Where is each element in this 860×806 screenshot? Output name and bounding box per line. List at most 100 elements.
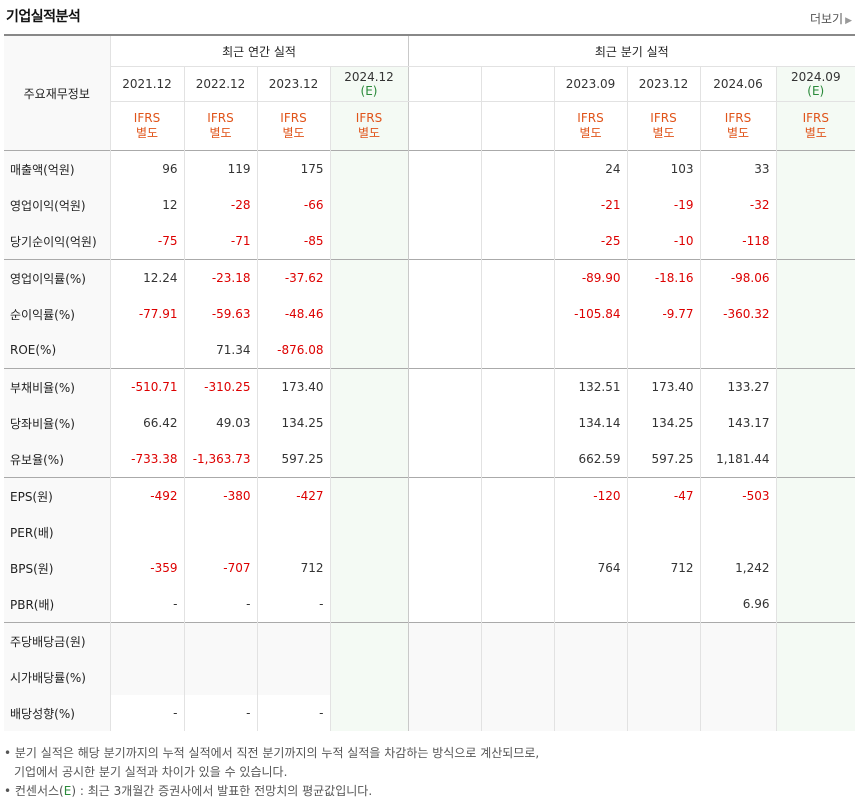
table-cell	[407, 477, 481, 514]
ifrs-label: IFRS	[280, 111, 307, 125]
table-cell: -1,363.73	[183, 441, 257, 478]
table-cell: 71.34	[183, 332, 257, 369]
table-cell: -310.25	[183, 368, 257, 405]
table-cell	[775, 223, 856, 260]
ifrs-header: IFRS 별도	[553, 101, 627, 151]
estimate-mark: (E)	[360, 84, 378, 98]
more-label: 더보기	[809, 12, 844, 26]
period-header: 2024.12 (E)	[329, 66, 408, 102]
table-cell: -75	[109, 223, 184, 260]
table-cell	[407, 296, 481, 332]
period-header: 2022.12	[183, 66, 257, 102]
table-cell	[626, 514, 700, 550]
row-label: ROE(%)	[4, 332, 110, 369]
table-cell: -	[256, 695, 330, 731]
row-label: EPS(원)	[4, 477, 110, 514]
table-cell	[329, 622, 408, 659]
table-cell	[407, 223, 481, 260]
table-cell	[775, 586, 856, 623]
table-cell: -47	[626, 477, 700, 514]
table-cell	[480, 622, 554, 659]
table-cell	[407, 441, 481, 478]
separate-label: 별도	[652, 126, 675, 140]
table-cell	[256, 514, 330, 550]
corner-label: 주요재무정보	[4, 34, 110, 151]
table-cell: 712	[626, 550, 700, 586]
table-cell: 597.25	[256, 441, 330, 478]
table-cell	[256, 622, 330, 659]
table-cell: -19	[626, 187, 700, 223]
financial-table: 주요재무정보 최근 연간 실적 최근 분기 실적 2021.12 2022.12 2…	[4, 34, 856, 731]
footnote-3: • 컨센서스(E) : 최근 3개월간 증권사에서 발표한 전망치의 평균값입니…	[4, 782, 539, 801]
period-header	[480, 66, 554, 102]
separate-label: 별도	[726, 126, 750, 140]
table-cell: 173.40	[256, 368, 330, 405]
table-row: 유보율(%) -733.38 -1,363.73 597.25 662.59 597.25…	[4, 441, 856, 478]
row-label: 유보율(%)	[4, 441, 110, 478]
table-cell: -59.63	[183, 296, 257, 332]
table-cell	[480, 695, 554, 731]
table-row: 당좌비율(%) 66.42 49.03 134.25 134.14 134.25 143.1…	[4, 405, 856, 441]
table-cell: -876.08	[256, 332, 330, 369]
table-cell: 24	[553, 150, 627, 187]
table-cell	[407, 514, 481, 550]
table-cell	[626, 586, 700, 623]
table-cell: -98.06	[699, 259, 776, 296]
row-label: 배당성향(%)	[4, 695, 110, 731]
table-cell: 597.25	[626, 441, 700, 478]
table-cell	[775, 659, 856, 695]
table-cell: -28	[183, 187, 257, 223]
table-cell	[626, 332, 700, 369]
table-cell	[775, 332, 856, 369]
table-cell	[626, 659, 700, 695]
period-header: 2021.12	[109, 66, 184, 102]
chevron-right-icon: ▶	[845, 16, 852, 26]
row-label: 시가배당률(%)	[4, 659, 110, 695]
period-header: 2023.09	[553, 66, 627, 102]
table-cell: -25	[553, 223, 627, 260]
period-header: 2024.09 (E)	[775, 66, 856, 102]
table-cell	[109, 514, 184, 550]
table-cell	[480, 477, 554, 514]
table-cell: -360.32	[699, 296, 776, 332]
table-cell: -492	[109, 477, 184, 514]
table-cell	[775, 296, 856, 332]
table-cell	[480, 405, 554, 441]
table-cell	[329, 259, 408, 296]
table-cell	[480, 187, 554, 223]
table-cell: 712	[256, 550, 330, 586]
table-cell	[775, 622, 856, 659]
table-cell	[183, 514, 257, 550]
table-row: 주당배당금(원)	[4, 622, 856, 659]
table-cell	[480, 223, 554, 260]
table-cell	[480, 368, 554, 405]
more-link[interactable]: 더보기 ▶	[810, 10, 852, 27]
table-cell: -118	[699, 223, 776, 260]
separate-label: 별도	[135, 126, 159, 140]
table-cell: -48.46	[256, 296, 330, 332]
ifrs-header: IFRS 별도	[775, 101, 856, 151]
table-cell: -32	[699, 187, 776, 223]
table-cell: 33	[699, 150, 776, 187]
table-cell	[329, 405, 408, 441]
table-cell	[329, 441, 408, 478]
separate-label: 별도	[579, 126, 602, 140]
table-cell	[407, 150, 481, 187]
table-cell	[183, 659, 257, 695]
table-cell: -510.71	[109, 368, 184, 405]
ifrs-label: IFRS	[577, 111, 604, 125]
table-cell	[407, 187, 481, 223]
table-cell: -85	[256, 223, 330, 260]
ifrs-header: IFRS 별도	[626, 101, 700, 151]
row-label: 매출액(억원)	[4, 150, 110, 187]
table-cell: 134.25	[626, 405, 700, 441]
table-cell: 66.42	[109, 405, 184, 441]
table-cell: -	[109, 586, 184, 623]
table-cell: -9.77	[626, 296, 700, 332]
table-cell	[329, 514, 408, 550]
table-cell	[407, 695, 481, 731]
table-cell	[329, 586, 408, 623]
table-cell	[407, 332, 481, 369]
table-cell	[553, 332, 627, 369]
ifrs-label: IFRS	[133, 111, 161, 125]
